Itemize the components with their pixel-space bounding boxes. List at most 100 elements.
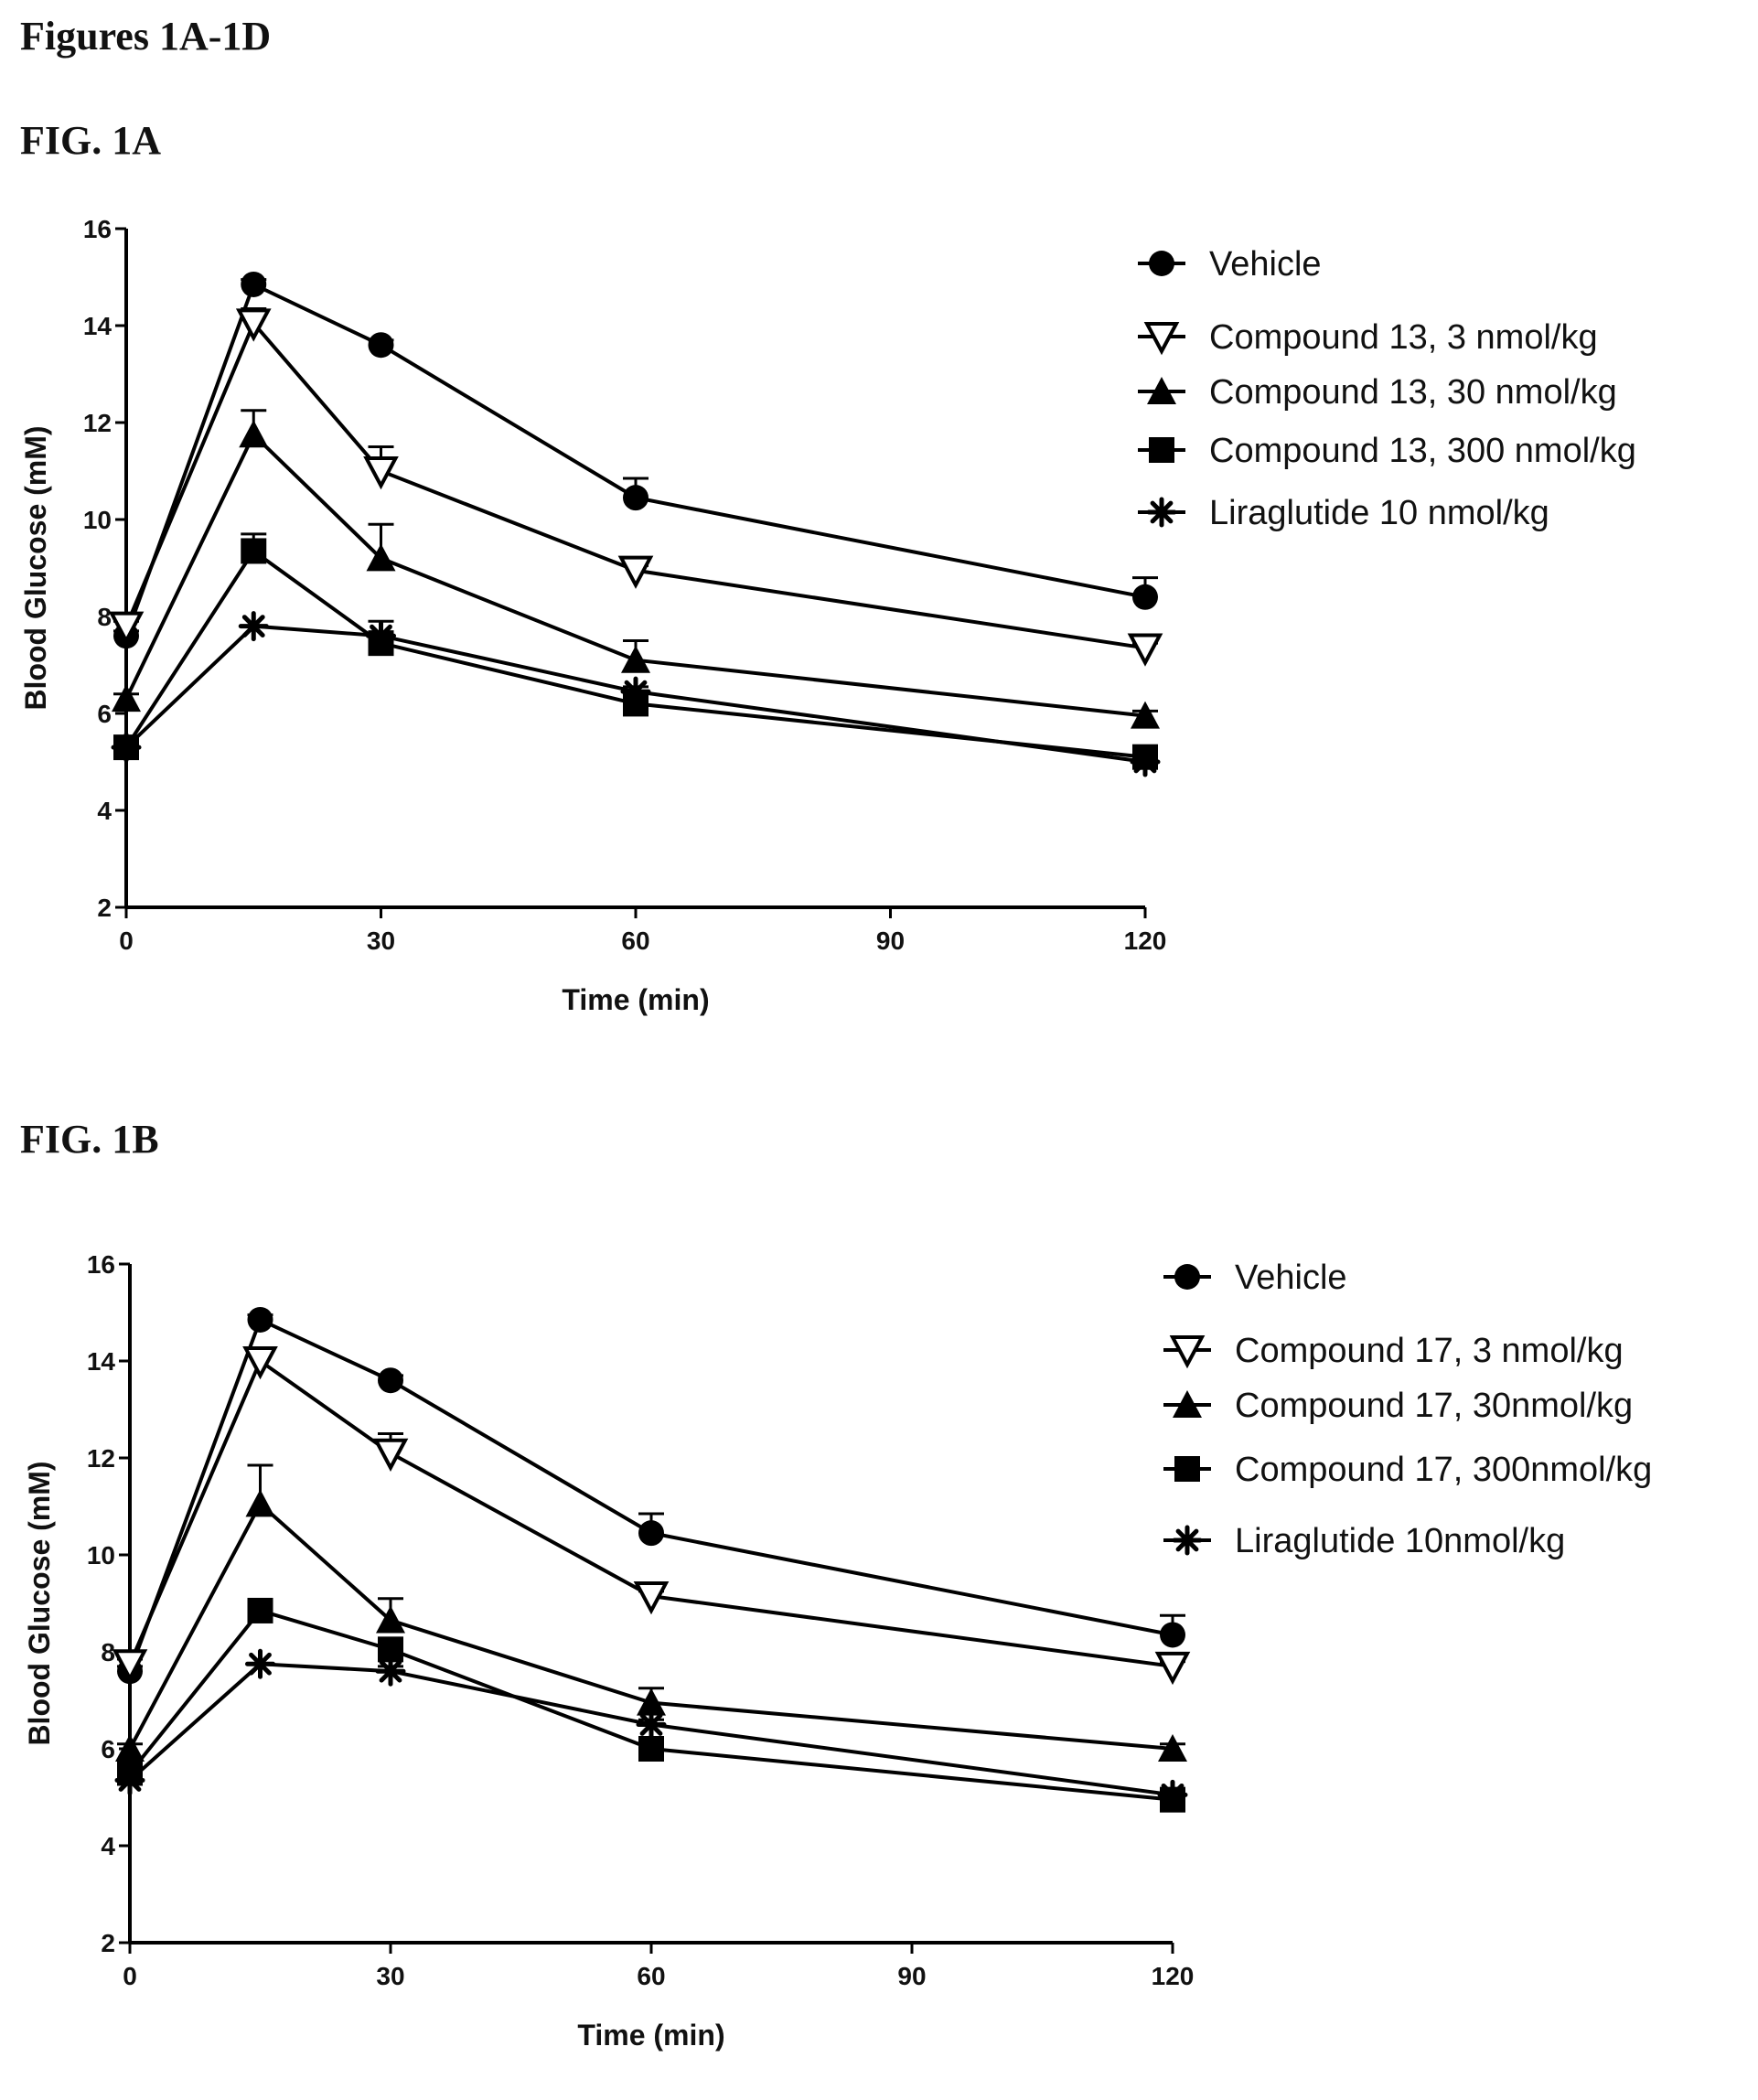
legend-marker — [1174, 1456, 1200, 1482]
legend-item-3: Compound 13, 300 nmol/kg — [1138, 432, 1636, 470]
legend-label: Compound 13, 300 nmol/kg — [1209, 432, 1636, 470]
legend-item-4: Liraglutide 10 nmol/kg — [1138, 494, 1549, 532]
y-axis-title: Blood Glucose (mM) — [19, 425, 52, 710]
legend-marker — [1147, 377, 1176, 404]
legend-marker — [1143, 322, 1180, 356]
legend-marker — [1173, 1390, 1202, 1418]
legend-marker — [1172, 1525, 1203, 1556]
data-point — [111, 732, 142, 763]
series-4 — [114, 1648, 1188, 1810]
data-point — [108, 611, 145, 645]
y-tick-label: 6 — [101, 1735, 115, 1763]
legend-label: Compound 17, 30nmol/kg — [1235, 1387, 1633, 1425]
y-tick-label: 10 — [83, 506, 112, 534]
x-tick-label: 30 — [367, 927, 395, 955]
y-tick-label: 4 — [101, 1832, 115, 1860]
legend-label: Liraglutide 10 nmol/kg — [1209, 494, 1549, 532]
data-point — [112, 684, 141, 712]
data-point — [620, 676, 651, 707]
y-tick-label: 14 — [83, 312, 113, 340]
y-tick-label: 10 — [87, 1541, 115, 1570]
figure-label-1b: FIG. 1B — [20, 1117, 159, 1162]
y-tick-label: 12 — [83, 409, 112, 437]
data-point — [245, 1489, 275, 1517]
legend-marker — [1174, 1264, 1200, 1290]
x-tick-label: 60 — [621, 927, 649, 955]
legend-item-2: Compound 13, 30 nmol/kg — [1138, 373, 1617, 412]
x-tick-label: 0 — [123, 1962, 137, 1990]
series-1 — [112, 1346, 1191, 1686]
series-4 — [111, 611, 1161, 777]
legend-item-4: Liraglutide 10nmol/kg — [1163, 1522, 1565, 1560]
x-tick-label: 120 — [1152, 1962, 1195, 1990]
data-point — [368, 332, 394, 359]
data-point — [623, 485, 649, 511]
legend-item-2: Compound 17, 30nmol/kg — [1163, 1387, 1633, 1425]
series-2 — [115, 1463, 1187, 1762]
x-tick-label: 90 — [897, 1962, 926, 1990]
data-point — [247, 1306, 273, 1333]
data-point — [633, 1581, 670, 1615]
data-point — [241, 271, 267, 297]
legend-label: Compound 17, 300nmol/kg — [1235, 1451, 1652, 1489]
data-point — [636, 1709, 667, 1740]
series-3 — [117, 1597, 1185, 1813]
data-point — [245, 1648, 275, 1679]
data-point — [372, 1438, 409, 1472]
data-point — [638, 1736, 664, 1762]
data-point — [247, 1597, 273, 1623]
legend-label: Compound 17, 3 nmol/kg — [1235, 1332, 1624, 1370]
series-1 — [108, 306, 1163, 667]
data-point — [242, 1346, 278, 1380]
data-point — [1158, 1734, 1187, 1762]
figure-label-1a: FIG. 1A — [20, 118, 161, 163]
legend-item-1: Compound 13, 3 nmol/kg — [1138, 318, 1598, 357]
legend-label: Vehicle — [1209, 245, 1322, 284]
x-axis-title: Time (min) — [577, 2019, 724, 2052]
series-2 — [112, 409, 1160, 729]
data-point — [637, 1688, 666, 1716]
y-tick-label: 8 — [101, 1638, 115, 1666]
data-point — [112, 1649, 148, 1683]
data-point — [1157, 1779, 1188, 1810]
y-tick-label: 6 — [97, 700, 112, 728]
data-point — [1130, 746, 1161, 777]
legend-label: Compound 13, 30 nmol/kg — [1209, 373, 1617, 412]
legend-label: Vehicle — [1235, 1259, 1347, 1297]
x-tick-label: 60 — [637, 1962, 665, 1990]
y-tick-label: 16 — [83, 215, 112, 243]
x-tick-label: 0 — [119, 927, 134, 955]
legend-marker — [1169, 1335, 1206, 1369]
data-point — [1160, 1622, 1185, 1648]
x-tick-label: 120 — [1124, 927, 1167, 955]
data-point — [1127, 633, 1163, 667]
legend-marker — [1149, 251, 1174, 276]
y-tick-label: 2 — [101, 1929, 115, 1957]
data-point — [378, 1367, 403, 1394]
series-0 — [113, 271, 1158, 649]
y-tick-label: 14 — [87, 1347, 116, 1376]
data-point — [114, 1764, 145, 1795]
chart-fig-1a: 2 4 6 8 10 12 14 16 0 30 60 90 120 Time (min) Blood Gl… — [19, 215, 1636, 1016]
data-point — [239, 420, 269, 448]
data-point — [238, 611, 269, 642]
data-point — [1131, 701, 1160, 729]
y-tick-label: 8 — [97, 603, 112, 631]
legend-item-1: Compound 17, 3 nmol/kg — [1163, 1332, 1624, 1370]
legend-item-3: Compound 17, 300nmol/kg — [1163, 1451, 1652, 1489]
chart-fig-1b: 2 4 6 8 10 12 14 16 0 30 60 90 120 Time (min) Blood Gl… — [23, 1250, 1652, 2052]
data-point — [638, 1520, 664, 1547]
data-point — [241, 538, 267, 564]
y-tick-label: 2 — [97, 894, 112, 922]
y-tick-label: 16 — [87, 1250, 115, 1279]
data-point — [621, 645, 650, 673]
data-point — [363, 456, 399, 490]
y-axis-title: Blood Glucose (mM) — [23, 1461, 56, 1745]
data-point — [376, 1605, 405, 1634]
data-point — [375, 1655, 406, 1687]
data-point — [1154, 1651, 1191, 1686]
data-point — [366, 543, 396, 572]
page-title: Figures 1A-1D — [20, 14, 272, 59]
legend-marker — [1149, 437, 1174, 463]
legend-label: Compound 13, 3 nmol/kg — [1209, 318, 1598, 357]
